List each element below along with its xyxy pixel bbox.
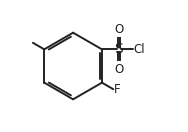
Text: O: O (114, 63, 124, 76)
Text: S: S (114, 42, 123, 56)
Text: Cl: Cl (134, 43, 145, 56)
Text: O: O (114, 23, 124, 36)
Text: F: F (114, 83, 121, 96)
